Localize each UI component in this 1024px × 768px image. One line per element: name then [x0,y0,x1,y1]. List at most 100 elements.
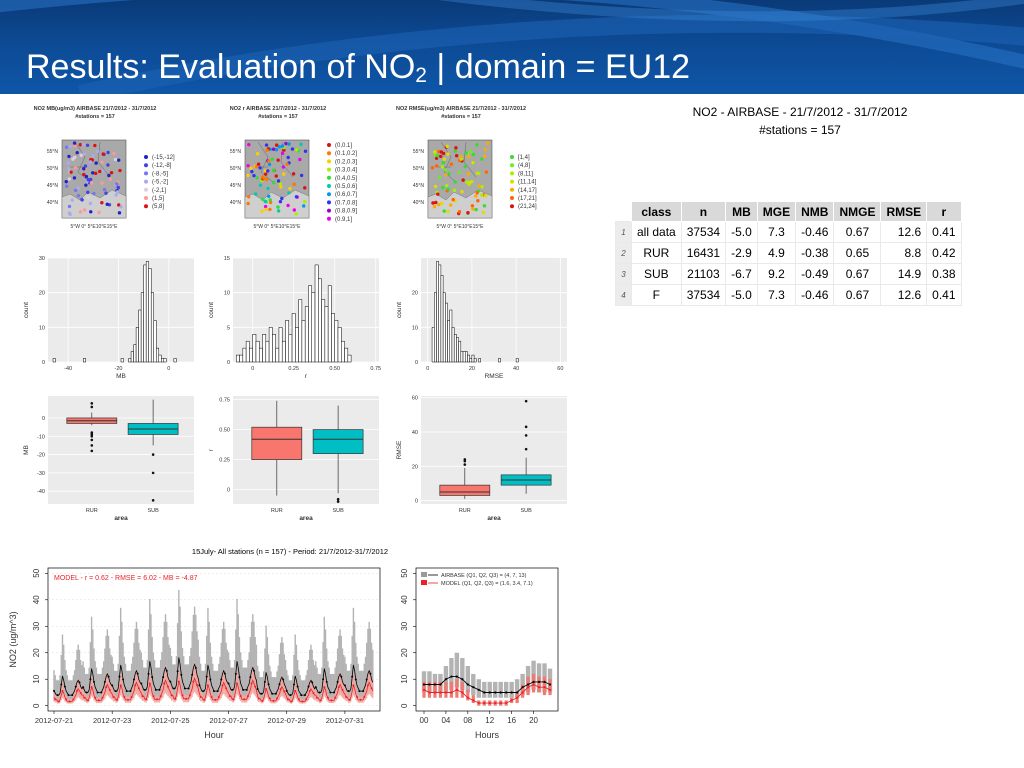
col-header-nmge: NMGE [833,201,882,222]
model-point [192,680,195,683]
model-point [203,698,206,701]
x-tick-label: 0.50 [329,366,340,372]
obs-median-point [526,683,530,686]
map-station-marker [460,190,464,194]
y-tick-label: -30 [37,471,45,477]
model-point [221,684,224,687]
cell-rmse: 12.6 [880,221,928,243]
histogram-bar [434,292,437,363]
obs-median-point [422,683,426,686]
obs-point [231,688,234,691]
map-station-marker [114,193,118,197]
table-row: 3 SUB 21103 -6.7 9.2 -0.49 0.67 14.9 0.3… [615,263,962,285]
cell-r: 0.38 [926,263,962,285]
y-axis-label: RMSE [396,440,403,459]
obs-point [63,685,66,688]
model-iqr-bar [438,681,443,698]
obs-median-point [428,683,431,686]
map-station-marker [260,197,265,201]
y-tick-label: 10 [32,674,41,683]
map-station-marker [270,157,275,161]
map-station-marker [271,147,276,151]
obs-median-point [532,680,535,683]
obs-point [198,684,201,687]
obs-point [194,666,197,669]
map-station-marker [117,203,121,207]
model-iqr-bar [531,673,536,693]
map-station-marker [266,186,270,191]
model-median-point [472,699,475,702]
model-point [206,684,209,687]
slide-title: Results: Evaluation of NO2 | domain = EU… [26,48,691,87]
model-point [366,684,369,687]
x-tick-label: 00 [420,716,429,725]
map-station-marker [95,149,100,154]
obs-point [260,692,263,695]
map-station-marker [445,144,449,149]
slide-header [0,0,1024,94]
map-station-marker [302,199,307,204]
map-legend-label: (0.8,0.9] [335,209,357,215]
x-axis-label: r [305,373,308,380]
y-tick-label: -40 [37,489,45,495]
map-station-marker [433,184,438,189]
model-point [279,688,282,691]
map-station-marker [482,204,487,208]
map-legend-marker [144,155,148,159]
map-station-marker [287,191,291,195]
obs-point [365,678,368,681]
map-legend-label: (0.7,0.8] [335,200,357,206]
map-station-marker [290,147,295,151]
model-point [348,698,351,701]
map-station-marker [78,143,83,147]
obs-point [180,673,183,676]
map-station-marker [437,202,441,207]
table-row: 2 RUR 16431 -2.9 4.9 -0.38 0.65 8.8 0.42 [615,242,962,264]
model-point [159,695,162,698]
x-tick-label: 04 [441,716,450,725]
map-station-marker [298,157,302,162]
y-tick-label: 40 [412,430,418,436]
obs-median-point [505,691,508,694]
obs-iqr-bar [471,673,476,696]
model-median-point [466,696,469,699]
col-header-rmse: RMSE [880,201,928,222]
histogram-bar [52,358,56,363]
box-outlier [336,500,340,503]
cell-nmge: 0.67 [833,263,882,285]
cell-nmb: -0.49 [795,263,835,285]
obs-point [93,680,95,683]
obs-point [300,694,303,697]
obs-point [322,678,325,681]
map-station-marker [437,175,442,180]
row-index: 3 [615,263,632,285]
map-legend-label: (0.9,1] [335,217,352,223]
obs-point [238,676,241,679]
obs-iqr-bar [503,681,509,698]
histogram-bar [311,292,316,363]
map-legend-label: (8,11] [518,171,533,177]
map-station-marker [263,199,267,204]
cell-class: all data [631,221,682,243]
y-tick-label: 0.75 [219,398,230,404]
model-median-point [526,686,530,689]
obs-point [151,676,154,679]
map-legend-marker [144,163,148,168]
x-axis-label: area [487,515,501,522]
histogram-mb-chart: 0 10 20 30 -40 -20 0 MB count [20,252,200,382]
cell-rmse: 14.9 [880,263,928,285]
y-tick-label: 50 [32,568,41,577]
model-point [232,698,235,701]
map-station-marker [254,164,259,169]
model-point [112,695,115,698]
histogram-bar [239,354,244,363]
model-point [261,699,264,702]
map-legend-marker [327,184,331,188]
map-lat-label: 40°N [47,200,59,206]
map-station-marker [303,186,307,190]
map-legend-marker [144,196,148,200]
map-station-marker [276,158,280,162]
y-axis-label: MB [23,445,30,455]
map-station-marker [100,181,104,185]
map-station-marker [466,210,470,215]
